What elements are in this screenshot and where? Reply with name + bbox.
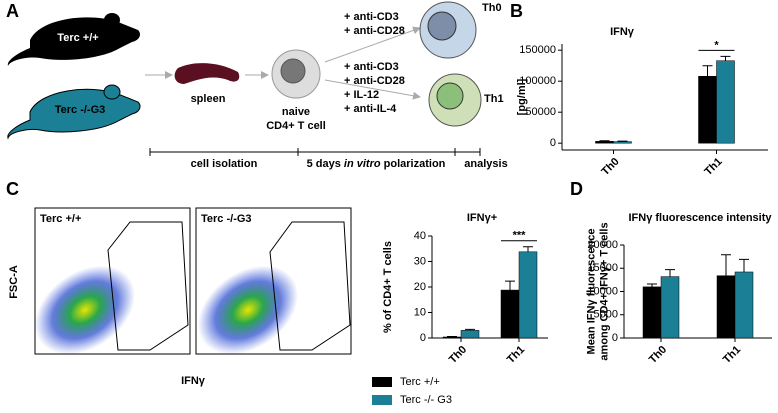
bar — [698, 75, 717, 144]
legend-label: Terc +/+ — [400, 376, 440, 388]
chart-title: IFNγ fluorescence intensity — [628, 212, 772, 224]
x-tick-label: Th1 — [721, 344, 743, 366]
y-tick-label: 40 — [414, 230, 426, 242]
timeline-label: 5 days in vitro polarization — [307, 158, 446, 170]
error-bar — [647, 283, 657, 287]
x-tick-label: Th1 — [702, 156, 724, 178]
flow-plot-label: Terc +/+ — [40, 213, 81, 225]
bar — [716, 60, 735, 144]
flow-x-label: IFNγ — [181, 375, 206, 387]
mouse — [7, 17, 140, 66]
timeline-part: 5 days — [307, 158, 341, 170]
y-tick-label: 10 — [414, 306, 426, 318]
error-bar — [523, 246, 533, 252]
chart-title: IFNγ+ — [467, 212, 497, 224]
y-tick-label: 20000 — [587, 239, 618, 251]
condition: + anti-CD3 — [344, 61, 399, 73]
y-axis-label: % of CD4+ T cells — [382, 241, 394, 333]
x-tick-label: Th1 — [505, 344, 527, 366]
timeline-part: polarization — [384, 158, 446, 170]
diagram: Terc +/+ Terc -/-G3 spleen naive CD4+ T … — [7, 1, 508, 170]
cell-label: Th0 — [482, 2, 502, 14]
error-bar — [665, 269, 675, 277]
bar — [460, 330, 480, 339]
panel-label: B — [510, 1, 523, 21]
cell-label: CD4+ T cell — [266, 120, 326, 132]
flow-plot-label: Terc -/-G3 — [201, 213, 252, 225]
mouse-label: Terc +/+ — [57, 32, 98, 44]
error-bar — [599, 140, 610, 142]
condition: + anti-CD28 — [344, 25, 405, 37]
mouse — [7, 88, 141, 140]
bar — [500, 289, 520, 339]
mouse-label: Terc -/-G3 — [55, 104, 106, 116]
error-bar — [505, 280, 515, 291]
panel-label: D — [570, 179, 583, 199]
bar — [613, 141, 632, 144]
bar — [642, 286, 662, 339]
x-tick-label: Th0 — [447, 344, 469, 366]
flow-plots: Terc +/+ Terc -/-G3 FSC-A IFNγ — [8, 207, 352, 387]
error-bar — [739, 258, 749, 272]
timeline-label: analysis — [464, 158, 507, 170]
y-tick-label: 20 — [414, 281, 426, 293]
bar — [442, 336, 462, 339]
condition: + IL-12 — [344, 89, 379, 101]
y-tick-label: 30 — [414, 255, 426, 267]
error-bar — [465, 328, 475, 331]
panel-label: C — [6, 179, 19, 199]
y-tick-label: 0 — [612, 332, 618, 344]
error-bar — [447, 335, 457, 337]
legend-swatch — [372, 395, 392, 405]
y-axis-label: among CD4+ IFNγ+ T cells — [598, 222, 610, 360]
y-tick-label: 150000 — [519, 44, 556, 56]
flow-y-label: FSC-A — [8, 265, 20, 299]
y-tick-label: 0 — [420, 332, 426, 344]
cell-label: Th1 — [484, 93, 504, 105]
timeline-part: in vitro — [344, 158, 381, 170]
y-tick-label: 10000 — [587, 285, 618, 297]
condition: + anti-CD28 — [344, 75, 405, 87]
panel-label: A — [6, 1, 19, 21]
x-tick-label: Th0 — [647, 344, 669, 366]
spleen-label: spleen — [191, 93, 226, 105]
error-bar — [721, 254, 731, 276]
y-tick-label: 5000 — [594, 309, 618, 321]
significance-label: *** — [513, 230, 527, 242]
bar — [518, 251, 538, 339]
cell-label: naive — [282, 106, 310, 118]
significance-label: * — [714, 39, 719, 51]
error-bar — [720, 55, 731, 61]
error-bar — [702, 65, 713, 77]
condition: + anti-CD3 — [344, 11, 399, 23]
y-axis-label: [pg/ml] — [516, 78, 528, 115]
y-axis-label: Mean IFNγ fluorescence — [585, 229, 597, 355]
y-tick-label: 50000 — [525, 106, 556, 118]
bar — [734, 271, 754, 339]
condition: + anti-IL-4 — [344, 103, 397, 115]
y-tick-label: 100000 — [519, 75, 556, 87]
legend-swatch — [372, 377, 392, 387]
bar — [660, 276, 680, 339]
y-tick-label: 0 — [550, 137, 556, 149]
x-tick-label: Th0 — [599, 156, 621, 178]
legend-label: Terc -/- G3 — [400, 394, 452, 406]
bar — [595, 141, 614, 144]
spleen — [174, 63, 240, 84]
timeline-label: cell isolation — [191, 158, 258, 170]
bar — [716, 275, 736, 339]
chart-title: IFNγ — [610, 26, 635, 38]
y-tick-label: 15000 — [587, 262, 618, 274]
